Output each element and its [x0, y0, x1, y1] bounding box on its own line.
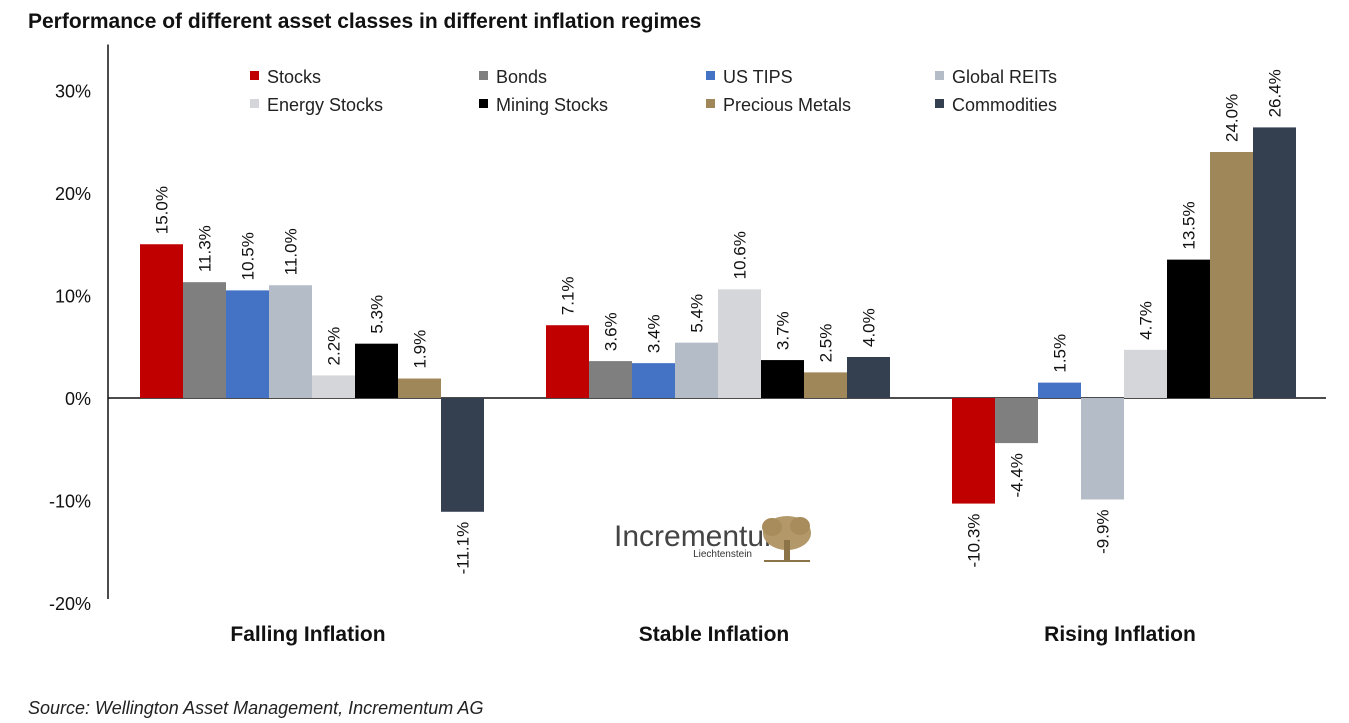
bar-us-tips-rising-inflation	[1038, 382, 1081, 398]
data-label: 7.1%	[559, 276, 578, 315]
legend-swatch-stocks	[250, 71, 259, 80]
logo-tree-crown-left	[762, 518, 782, 536]
legend-swatch-us-tips	[706, 71, 715, 80]
bar-energy-stocks-rising-inflation	[1124, 349, 1167, 398]
data-label: 11.0%	[282, 228, 301, 275]
data-label: 2.5%	[817, 324, 836, 363]
data-label: -11.1%	[454, 522, 473, 575]
bar-bonds-rising-inflation	[995, 398, 1038, 444]
legend-label-global-reits: Global REITs	[952, 67, 1057, 87]
legend-label-energy-stocks: Energy Stocks	[267, 95, 383, 115]
data-label: 2.2%	[325, 327, 344, 366]
legend-label-us-tips: US TIPS	[723, 67, 793, 87]
bar-precious-metals-falling-inflation	[398, 378, 441, 398]
data-label: 4.7%	[1137, 301, 1156, 340]
logo-tree-crown-right	[790, 517, 810, 535]
data-label: 15.0%	[153, 186, 172, 234]
bar-energy-stocks-falling-inflation	[312, 375, 355, 398]
data-label: 1.5%	[1051, 334, 1070, 373]
bar-energy-stocks-stable-inflation	[718, 289, 761, 398]
y-tick-label: 30%	[55, 82, 91, 102]
logo-subtitle: Liechtenstein	[693, 549, 752, 560]
data-label: 11.3%	[196, 225, 215, 272]
bar-us-tips-stable-inflation	[632, 363, 675, 398]
bar-stocks-stable-inflation	[546, 325, 589, 398]
bar-stocks-falling-inflation	[140, 244, 183, 398]
data-label: 26.4%	[1266, 69, 1285, 117]
data-label: 3.4%	[645, 314, 664, 353]
bar-commodities-rising-inflation	[1253, 127, 1296, 399]
data-label: 10.5%	[239, 232, 258, 280]
legend-swatch-mining-stocks	[479, 99, 488, 108]
bar-global-reits-rising-inflation	[1081, 398, 1124, 500]
data-label: -10.3%	[965, 514, 984, 568]
legend-label-commodities: Commodities	[952, 95, 1057, 115]
legend-swatch-bonds	[479, 71, 488, 80]
data-label: 3.7%	[774, 311, 793, 350]
data-label: 10.6%	[731, 231, 750, 279]
y-tick-label: -20%	[49, 594, 91, 614]
bar-commodities-stable-inflation	[847, 357, 890, 398]
data-label: 5.3%	[368, 295, 387, 334]
bar-precious-metals-stable-inflation	[804, 372, 847, 398]
bar-global-reits-falling-inflation	[269, 285, 312, 398]
data-label: 24.0%	[1223, 94, 1242, 142]
bar-bonds-stable-inflation	[589, 361, 632, 398]
data-label: 1.9%	[411, 330, 430, 369]
chart-title: Performance of different asset classes i…	[28, 10, 702, 33]
x-category-label: Falling Inflation	[230, 623, 385, 646]
bar-mining-stocks-stable-inflation	[761, 360, 804, 398]
y-tick-label: 10%	[55, 287, 91, 307]
legend-label-bonds: Bonds	[496, 67, 547, 87]
bar-stocks-rising-inflation	[952, 398, 995, 504]
data-label: 13.5%	[1180, 201, 1199, 249]
y-tick-label: 20%	[55, 184, 91, 204]
bar-commodities-falling-inflation	[441, 398, 484, 512]
data-label: 3.6%	[602, 312, 621, 351]
legend-swatch-energy-stocks	[250, 99, 259, 108]
legend-swatch-global-reits	[935, 71, 944, 80]
bar-mining-stocks-rising-inflation	[1167, 259, 1210, 398]
bar-mining-stocks-falling-inflation	[355, 343, 398, 398]
y-tick-label: 0%	[65, 389, 91, 409]
data-label: 5.4%	[688, 294, 707, 333]
legend-label-precious-metals: Precious Metals	[723, 95, 851, 115]
legend-label-mining-stocks: Mining Stocks	[496, 95, 608, 115]
data-label: -4.4%	[1008, 453, 1027, 497]
legend-swatch-precious-metals	[706, 99, 715, 108]
logo-wordmark: Incrementum	[614, 520, 789, 553]
legend-label-stocks: Stocks	[267, 67, 321, 87]
logo-tree-trunk	[784, 540, 790, 560]
bar-us-tips-falling-inflation	[226, 290, 269, 398]
source-note: Source: Wellington Asset Management, Inc…	[28, 698, 484, 718]
data-label: -9.9%	[1094, 509, 1113, 553]
data-label: 4.0%	[860, 308, 879, 347]
bar-precious-metals-rising-inflation	[1210, 152, 1253, 398]
bar-global-reits-stable-inflation	[675, 342, 718, 398]
x-category-label: Stable Inflation	[639, 623, 790, 646]
legend-swatch-commodities	[935, 99, 944, 108]
x-category-label: Rising Inflation	[1044, 623, 1196, 646]
y-tick-label: -10%	[49, 492, 91, 512]
bar-bonds-falling-inflation	[183, 282, 226, 398]
